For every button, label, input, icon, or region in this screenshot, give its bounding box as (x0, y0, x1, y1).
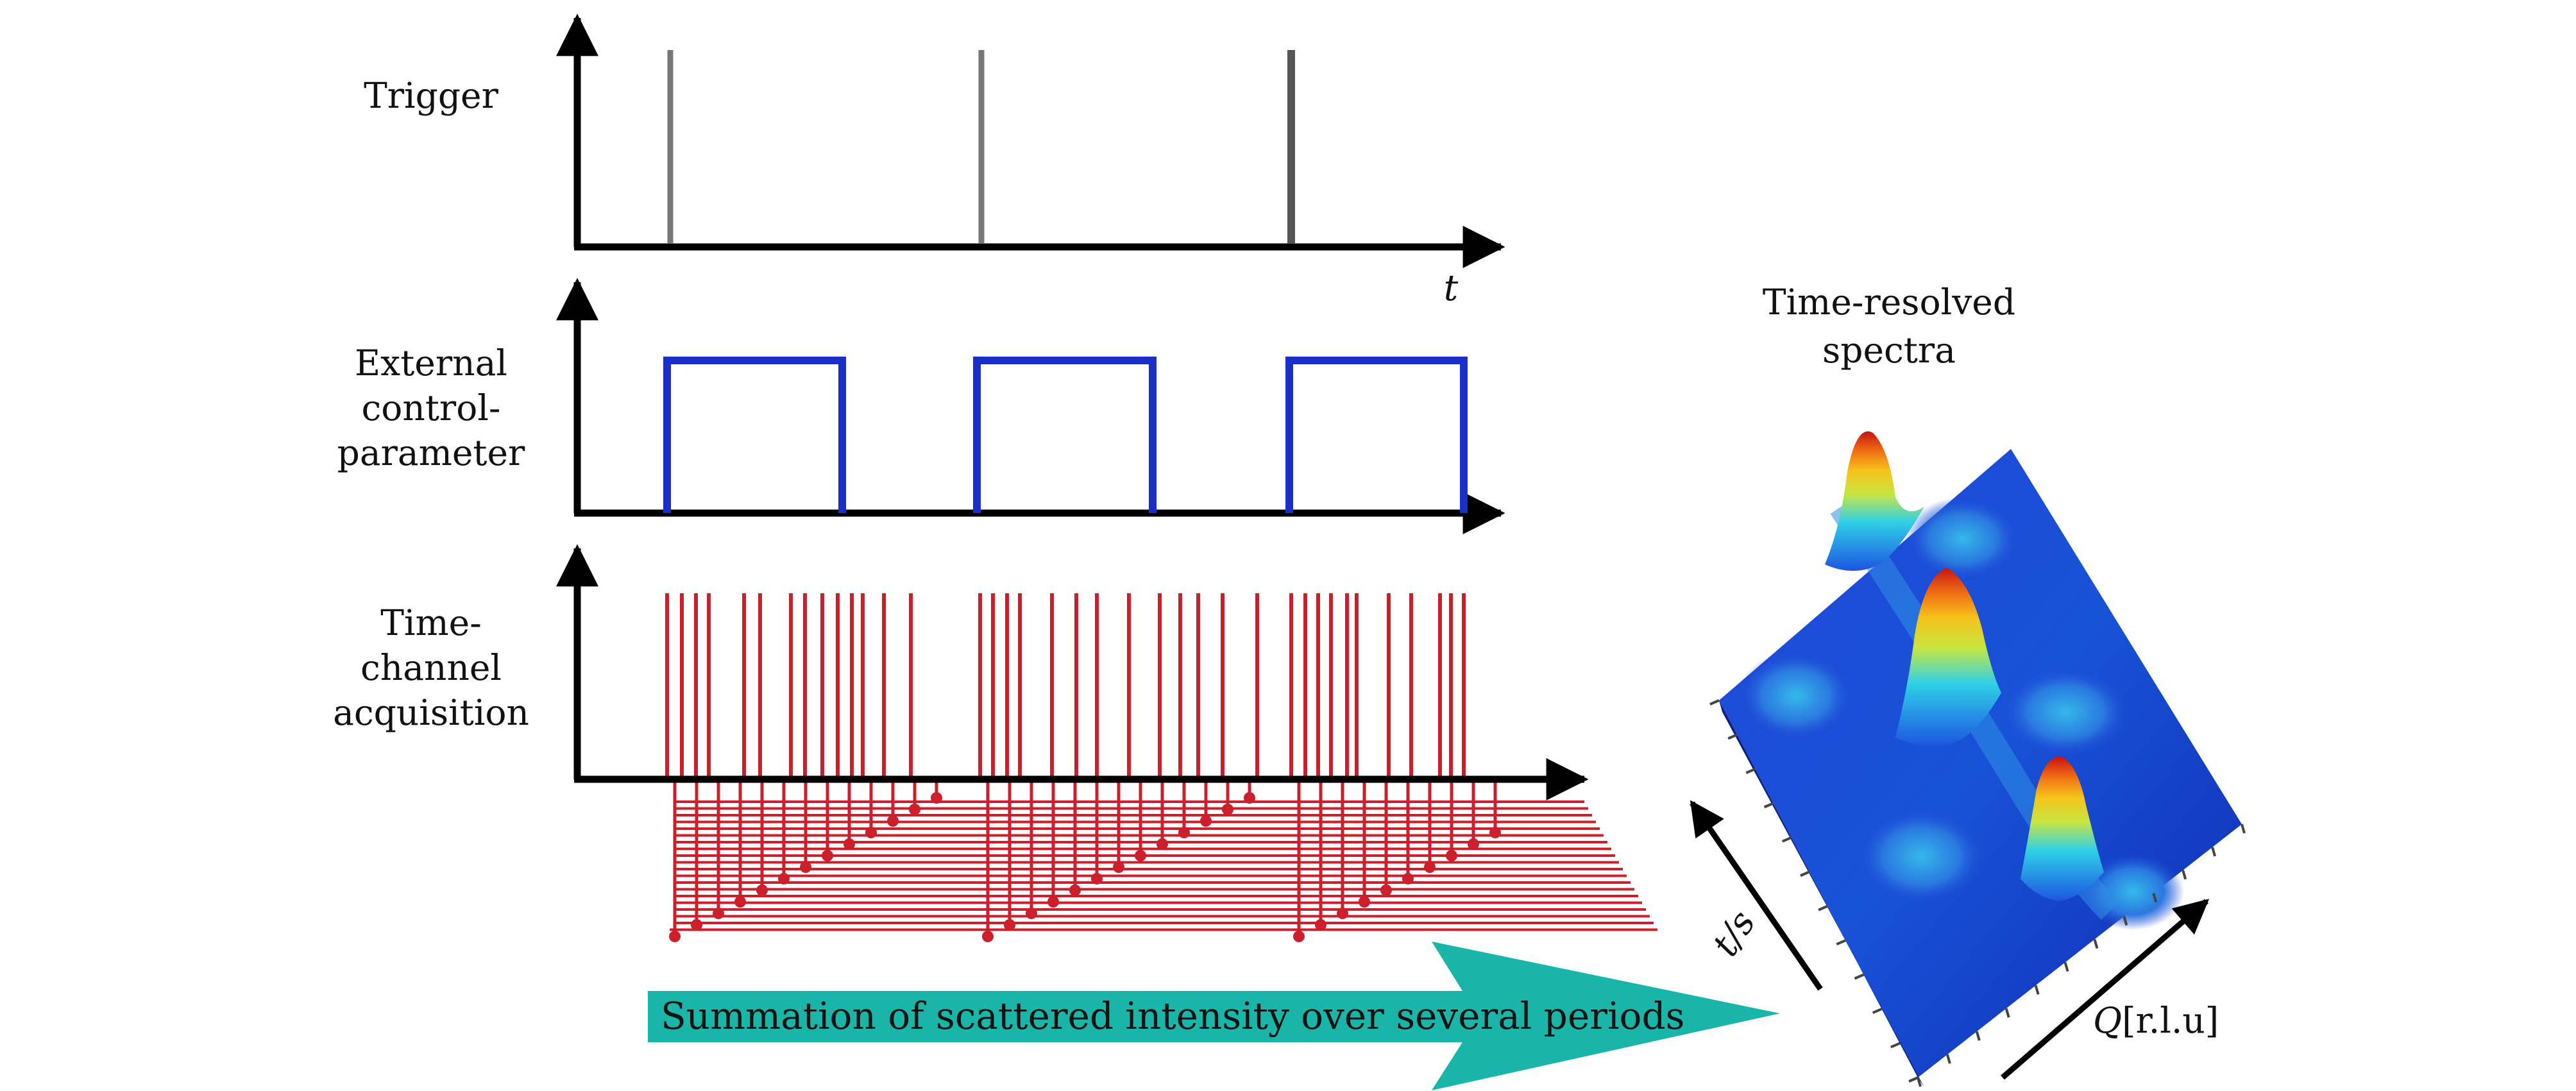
acq-drop-dot (1178, 827, 1190, 838)
acq-drop-dot (691, 919, 702, 931)
external-label-line2: control- (361, 387, 500, 428)
acq-drop-dot (887, 815, 899, 827)
surface-tick (1975, 1031, 1981, 1041)
surface-tick (1854, 973, 1865, 980)
q-axis-arrow (2001, 899, 2210, 1080)
surface-tick (1781, 836, 1792, 843)
surface-tick (1818, 904, 1828, 911)
external-axes (556, 278, 1505, 534)
summation-text: Summation of scattered intensity over se… (661, 994, 1684, 1038)
acq-drop-dot (1091, 873, 1103, 884)
surface-tick (1890, 1042, 1901, 1049)
spectra-surface-plot (1709, 431, 2246, 1087)
acq-drop-dot (931, 792, 942, 804)
spectra-title-line2: spectra (1822, 330, 1956, 371)
external-label-line1: External (355, 343, 507, 384)
t-axis-label: t/s (1704, 903, 1764, 963)
acq-drop-dot (1069, 884, 1081, 896)
q-axis-unit: [r.l.u] (2122, 1000, 2219, 1041)
acq-drop-dot (1026, 908, 1037, 919)
acq-drop-dot (1446, 850, 1457, 861)
surface-tick (2241, 824, 2246, 834)
surface-tick (1872, 1008, 1883, 1014)
acq-drop-dot (1244, 792, 1255, 804)
surface-peak-1 (1825, 431, 1924, 571)
acq-label-line1: Time- (380, 602, 482, 643)
surface-blob (1738, 651, 1854, 741)
acq-drop-dot (1004, 919, 1015, 931)
time-axis-symbol: t (1444, 267, 1459, 309)
surface-blob (1857, 808, 1985, 904)
surface-ticks (1709, 699, 2246, 1087)
surface-peak-3 (2021, 756, 2104, 901)
external-label-line3: parameter (337, 432, 525, 473)
surface-tick (1908, 1076, 1919, 1083)
surface-tick (1800, 870, 1810, 877)
summation-arrow (648, 942, 1780, 1090)
spectra-title-line1: Time-resolved (1763, 282, 2015, 323)
surface-tick (1709, 699, 1720, 706)
square-wave (663, 357, 1468, 513)
surface-tick (2123, 916, 2128, 926)
surface-tick (2182, 870, 2187, 880)
surface-peak-2 (1895, 568, 2001, 747)
trigger-label: Trigger (364, 75, 499, 116)
acq-pulses (665, 593, 1466, 777)
acq-drop-dot (1359, 896, 1370, 908)
surface-tick (2004, 1008, 2010, 1018)
acq-drop-dot (982, 931, 994, 942)
acq-drop-dot (756, 884, 768, 896)
acq-drop-dot (1468, 838, 1479, 850)
acq-drop-lines (669, 782, 1501, 942)
acq-drop-dot (1315, 919, 1326, 931)
surface-tick (1763, 802, 1774, 809)
surface-tick (1945, 1054, 1951, 1064)
surface-tick (2152, 893, 2158, 903)
surface-tick (1836, 939, 1847, 946)
acq-drop-dot (778, 873, 790, 884)
acq-drop-dot (800, 861, 811, 873)
q-axis-symbol: Q (2093, 1000, 2122, 1041)
surface-tick (1917, 1077, 1922, 1087)
surface-blob (2001, 667, 2130, 757)
acq-drop-dot (734, 896, 746, 908)
acq-drop-dot (1380, 884, 1392, 896)
acq-drop-dot (865, 827, 877, 838)
acq-drop-dot (1047, 896, 1059, 908)
acq-drop-dot (1222, 804, 1233, 815)
surface-tick (2063, 961, 2069, 972)
acq-drop-dot (713, 908, 724, 919)
acq-drop-dot (1424, 861, 1436, 873)
acq-drop-dot (1157, 838, 1168, 850)
surface-tick (1727, 733, 1738, 740)
acq-label-line2: channel (360, 647, 502, 688)
surface-blob (1905, 497, 2021, 580)
acq-drop-dot (1337, 908, 1348, 919)
surface-tick (2211, 847, 2217, 857)
surface-tick (2034, 985, 2040, 995)
trigger-pulses (667, 50, 1295, 244)
q-axis-label: Q[r.l.u] (2093, 1000, 2219, 1041)
acq-drop-dot (843, 838, 855, 850)
acq-drop-dot (669, 931, 681, 942)
trigger-axes (556, 13, 1505, 268)
acq-drop-dot (1200, 815, 1212, 827)
acq-drop-dot (909, 804, 920, 815)
acq-drop-dot (1135, 850, 1146, 861)
acq-drop-dot (822, 850, 833, 861)
t-axis-arrow (1690, 800, 1823, 991)
acq-drop-dot (1489, 827, 1501, 838)
surface-tick (1745, 768, 1756, 774)
acq-drop-dot (1402, 873, 1414, 884)
acq-drop-dot (1113, 861, 1124, 873)
surface-tick (2093, 938, 2099, 949)
acq-label-line3: acquisition (333, 692, 529, 733)
acq-drop-dot (1293, 931, 1305, 942)
